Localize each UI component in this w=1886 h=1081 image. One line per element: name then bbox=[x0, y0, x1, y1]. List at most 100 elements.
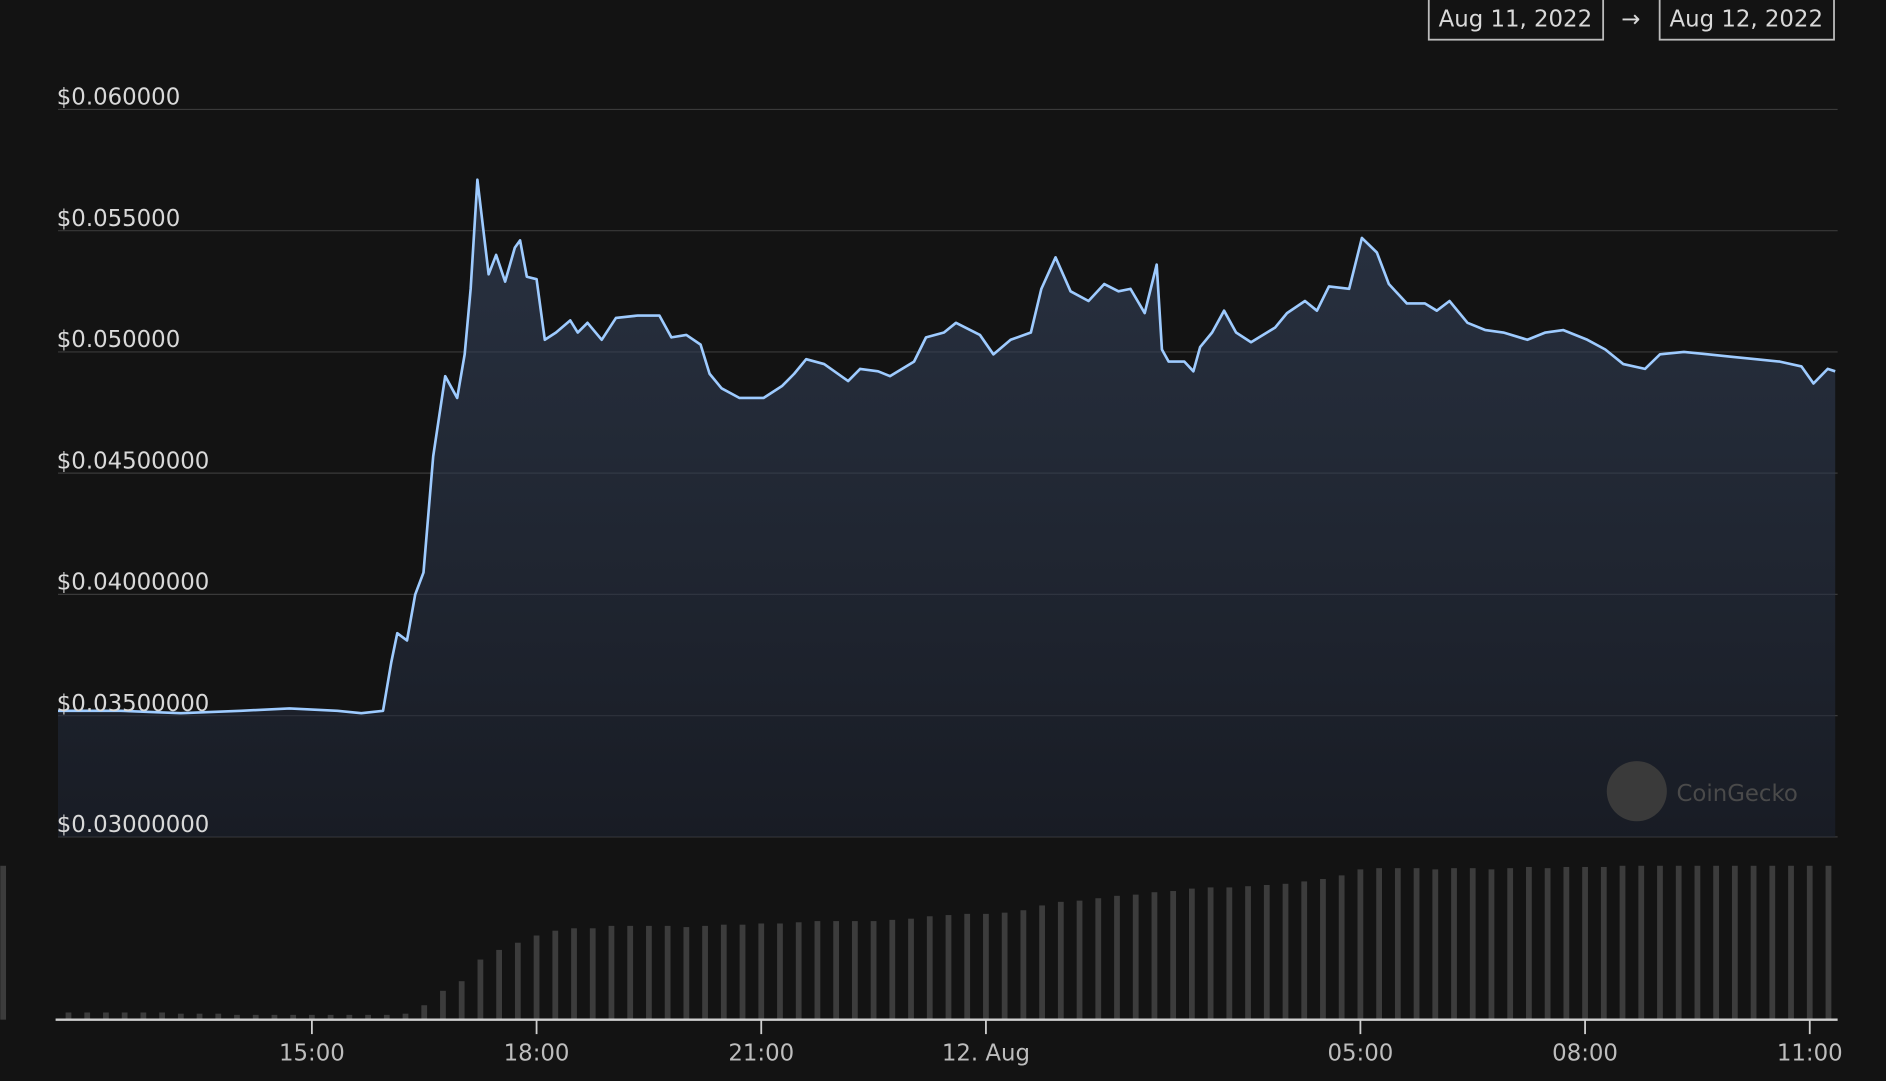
date-from-box[interactable] bbox=[1427, 0, 1605, 41]
volume-bar bbox=[1469, 868, 1476, 1020]
volume-bar bbox=[1675, 865, 1682, 1020]
volume-bar bbox=[1057, 901, 1064, 1020]
volume-bar bbox=[608, 925, 615, 1020]
volume-bar bbox=[627, 925, 634, 1020]
x-tick-label: 18:00 bbox=[504, 1041, 570, 1067]
watermark-text: CoinGecko bbox=[1676, 781, 1797, 807]
x-tick-label: 15:00 bbox=[279, 1041, 345, 1067]
volume-bar bbox=[1769, 865, 1776, 1020]
y-tick-label: $0.055000 bbox=[57, 206, 180, 232]
volume-bar bbox=[177, 1013, 184, 1020]
volume-bar bbox=[327, 1014, 334, 1020]
volume-bar bbox=[1376, 868, 1383, 1020]
volume-bar bbox=[1170, 891, 1177, 1020]
volume-bar bbox=[309, 1014, 315, 1020]
volume-bar bbox=[1394, 868, 1401, 1020]
volume-bar bbox=[571, 928, 577, 1020]
volume-bar bbox=[365, 1014, 371, 1020]
volume-bar bbox=[140, 1012, 147, 1020]
volume-bar bbox=[1750, 865, 1757, 1020]
volume-bar bbox=[983, 913, 989, 1020]
volume-bar bbox=[683, 927, 690, 1020]
volume-bar bbox=[458, 981, 465, 1020]
date-to[interactable]: Aug 12, 2022 bbox=[1669, 6, 1823, 32]
volume-bar bbox=[646, 925, 652, 1020]
volume-bar bbox=[159, 1012, 165, 1020]
volume-bar bbox=[234, 1014, 240, 1020]
volume-bar bbox=[84, 1012, 91, 1020]
volume-bar bbox=[1488, 869, 1495, 1020]
watermark-logo bbox=[1606, 761, 1667, 822]
volume-bar bbox=[908, 918, 914, 1020]
volume-bar bbox=[383, 1014, 390, 1020]
volume-bar bbox=[1619, 865, 1626, 1020]
y-tick-label: $0.04000000 bbox=[57, 570, 210, 596]
volume-bar bbox=[814, 921, 821, 1020]
watermark: CoinGecko bbox=[1606, 761, 1798, 822]
volume-bar bbox=[1207, 887, 1214, 1020]
y-tick-label: $0.060000 bbox=[57, 85, 180, 111]
price-line bbox=[57, 178, 1836, 715]
price-area bbox=[57, 179, 1836, 837]
volume-bar bbox=[702, 925, 708, 1020]
volume-bar bbox=[496, 949, 503, 1020]
volume-bar bbox=[758, 923, 765, 1020]
volume-bar bbox=[1731, 865, 1738, 1020]
volume-bar bbox=[290, 1014, 297, 1020]
volume-bar bbox=[1806, 865, 1813, 1020]
volume-bar bbox=[121, 1012, 128, 1020]
volume-bar bbox=[271, 1014, 278, 1020]
volume-bar bbox=[1114, 895, 1120, 1020]
volume-bar bbox=[65, 1012, 72, 1020]
y-tick-label: $0.050000 bbox=[57, 327, 180, 353]
volume-bar bbox=[421, 1005, 428, 1020]
volume-bar bbox=[1544, 868, 1551, 1020]
y-tick-label: $0.04500000 bbox=[57, 448, 210, 474]
volume-bar bbox=[196, 1013, 203, 1020]
volume-bar bbox=[1694, 865, 1701, 1020]
volume-bar bbox=[1507, 868, 1514, 1020]
volume-bar bbox=[964, 913, 971, 1020]
volume-bar bbox=[1526, 866, 1532, 1020]
volume-bar bbox=[1563, 866, 1570, 1020]
date-range: Aug 11, 2022 → Aug 12, 2022 bbox=[1427, 0, 1835, 41]
x-tick-label: 11:00 bbox=[1777, 1041, 1843, 1067]
volume-bar bbox=[1357, 869, 1364, 1020]
volume-bar bbox=[215, 1013, 222, 1020]
volume-bar bbox=[833, 921, 840, 1020]
volume-bar bbox=[589, 928, 596, 1020]
volume-bar bbox=[1451, 868, 1457, 1020]
plot: $0.060000 $0.055000 $0.050000 $0.04500000 $0… bbox=[0, 85, 1843, 1067]
volume-bar bbox=[533, 935, 540, 1020]
date-from[interactable]: Aug 11, 2022 bbox=[1439, 6, 1593, 32]
volume-bar bbox=[514, 942, 521, 1020]
volume-bar bbox=[1039, 905, 1045, 1020]
volume-bar bbox=[1600, 866, 1607, 1020]
volume-bar bbox=[440, 990, 446, 1020]
volume-bar bbox=[926, 916, 933, 1020]
volume-bar bbox=[0, 865, 7, 1020]
volume-bar bbox=[889, 919, 896, 1020]
volume-bar bbox=[1263, 885, 1270, 1020]
volume-bar bbox=[777, 923, 783, 1020]
x-tick-label: 21:00 bbox=[728, 1041, 794, 1067]
volume-bar bbox=[1825, 865, 1832, 1020]
x-tick-label: 12. Aug bbox=[942, 1041, 1030, 1067]
volume-bar bbox=[252, 1014, 259, 1020]
volume-bar bbox=[945, 915, 952, 1020]
volume-bar bbox=[477, 959, 484, 1020]
volume-bar bbox=[402, 1013, 409, 1020]
volume-bar bbox=[795, 922, 802, 1020]
date-to-box[interactable] bbox=[1658, 0, 1835, 41]
volume-bar bbox=[1301, 881, 1308, 1020]
volume-bar bbox=[103, 1012, 109, 1020]
volume-bar bbox=[1582, 866, 1588, 1020]
volume-bar bbox=[1788, 865, 1794, 1020]
volume-bar bbox=[1076, 900, 1083, 1020]
volume-bar bbox=[1432, 869, 1439, 1020]
volume-bar bbox=[346, 1014, 353, 1020]
volume-bar bbox=[1657, 865, 1663, 1020]
volume-bar bbox=[664, 925, 671, 1020]
